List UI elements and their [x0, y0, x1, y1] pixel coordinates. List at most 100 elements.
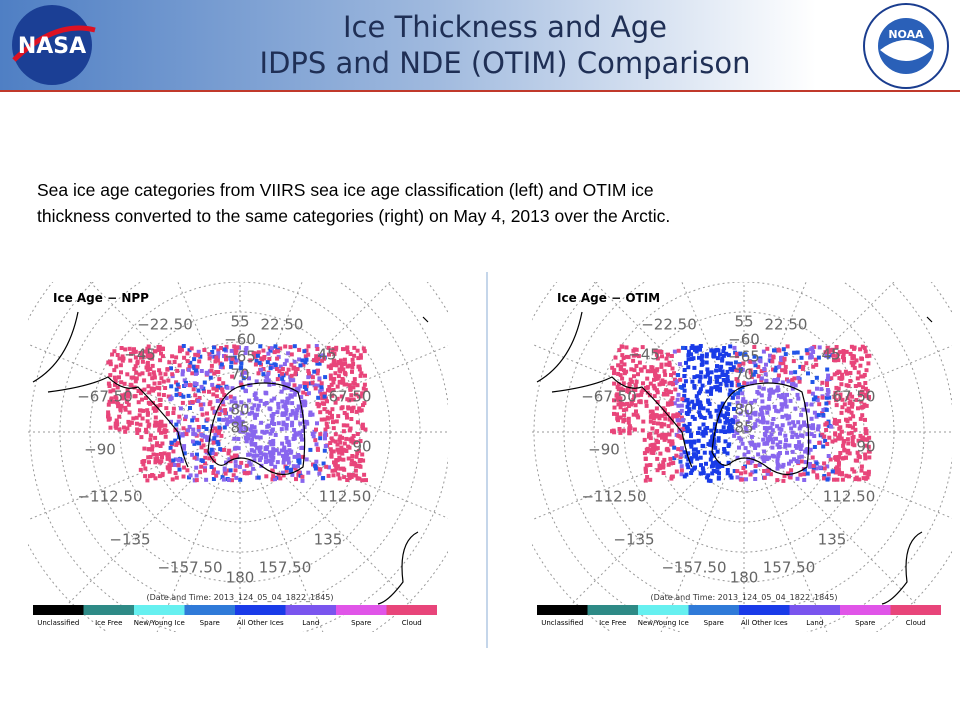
ice-pixel [284, 358, 289, 363]
ice-pixel [208, 375, 213, 380]
panel-date: (Date and Time: 2013_124_05_04_1822_1845… [146, 593, 333, 602]
ice-pixel [339, 394, 344, 399]
ice-pixel [353, 462, 358, 467]
ice-pixel [672, 456, 677, 461]
ice-pixel [663, 416, 668, 421]
ice-pixel [667, 432, 672, 437]
ice-pixel [770, 421, 775, 426]
grid-meridian [239, 431, 425, 617]
ice-pixel [125, 400, 130, 404]
ice-pixel [814, 362, 819, 367]
ice-pixel [706, 473, 711, 478]
ice-pixel [191, 387, 196, 392]
ice-pixel [648, 443, 653, 448]
ice-pixel [753, 477, 758, 481]
ice-pixel [337, 476, 342, 481]
ice-pixel [834, 421, 839, 426]
ice-pixel [116, 404, 121, 409]
ice-pixel [261, 372, 266, 377]
ice-pixel [239, 382, 244, 387]
ice-pixel [163, 423, 168, 428]
ice-pixel [357, 367, 362, 372]
ice-pixel [690, 379, 695, 384]
ice-pixel [699, 370, 704, 375]
ice-pixel [202, 380, 207, 385]
ice-pixel [324, 421, 329, 426]
ice-pixel [839, 382, 844, 387]
ice-pixel [168, 458, 173, 463]
ice-pixel [300, 358, 305, 363]
ice-pixel [750, 459, 755, 464]
ice-pixel [661, 406, 666, 411]
ice-pixel [360, 422, 365, 427]
ice-pixel [317, 471, 322, 476]
ice-pixel [332, 460, 336, 465]
ice-pixel [684, 360, 688, 365]
ice-pixel [831, 353, 836, 358]
ice-pixel [636, 354, 641, 359]
ice-pixel [165, 465, 170, 470]
ice-pixel [286, 460, 291, 465]
ice-pixel [836, 457, 840, 462]
ice-pixel [633, 403, 638, 408]
ice-pixel [685, 428, 690, 433]
ice-pixel [243, 347, 248, 352]
ice-pixel [268, 366, 273, 371]
ice-pixel [669, 420, 674, 425]
ice-pixel [355, 451, 360, 456]
ice-pixel [693, 454, 698, 459]
ice-pixel [780, 414, 785, 419]
ice-pixel [618, 367, 623, 372]
ice-pixel [293, 370, 298, 375]
ice-pixel [193, 432, 198, 437]
ice-pixel [770, 453, 775, 458]
grid-label: −60 [728, 331, 760, 349]
ice-pixel [349, 462, 354, 467]
legend-label: Spare [200, 619, 220, 627]
grid-label: 67.50 [329, 388, 372, 406]
ice-pixel [863, 386, 868, 391]
ice-pixel [867, 435, 872, 440]
ice-pixel [723, 379, 728, 384]
ice-pixel [114, 396, 119, 401]
ice-pixel [690, 468, 695, 473]
ice-pixel [670, 366, 675, 371]
ice-pixel [183, 417, 188, 422]
ice-pixel [133, 394, 138, 399]
grid-label: −45 [124, 346, 156, 364]
ice-pixel [796, 375, 801, 380]
ice-pixel [830, 469, 835, 474]
ice-pixel [297, 456, 302, 461]
ice-pixel [802, 422, 807, 427]
ice-pixel [239, 460, 244, 465]
ice-pixel [711, 469, 716, 473]
ice-pixel [698, 387, 703, 392]
ice-pixel [154, 420, 159, 425]
ice-pixel [833, 431, 838, 436]
ice-pixel [357, 476, 362, 481]
ice-pixel [847, 409, 852, 414]
ice-pixel [203, 466, 207, 471]
ice-pixel [793, 383, 798, 388]
ice-pixel [229, 399, 234, 404]
ice-pixel [699, 357, 704, 362]
ice-pixel [191, 431, 196, 436]
ice-pixel [134, 415, 139, 420]
ice-pixel [683, 346, 688, 350]
ice-pixel [196, 427, 201, 432]
ice-pixel [112, 368, 117, 373]
ice-pixel [776, 347, 781, 352]
ice-pixel [783, 370, 788, 375]
ice-pixel [217, 406, 222, 411]
ice-pixel [859, 468, 864, 473]
ice-pixel [723, 420, 728, 425]
ice-pixel [306, 369, 311, 373]
ice-pixel [644, 447, 649, 452]
ice-pixel [811, 364, 816, 369]
ice-pixel [774, 436, 778, 441]
ice-pixel [350, 454, 355, 458]
ice-pixel [767, 435, 772, 439]
ice-pixel [839, 429, 844, 434]
ice-pixel [248, 358, 253, 363]
